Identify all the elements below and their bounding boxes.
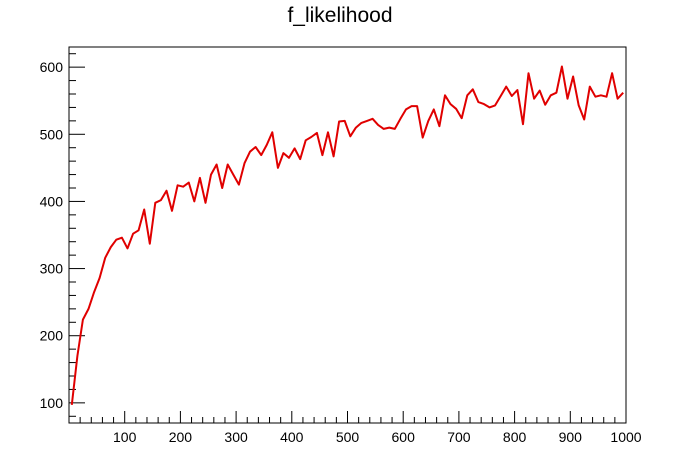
x-tick-label: 200 (169, 429, 193, 445)
x-tick-label: 300 (224, 429, 248, 445)
y-axis: 100 200 300 400 500 600 (40, 53, 85, 417)
x-tick-label: 700 (447, 429, 471, 445)
x-tick-label: 1000 (610, 429, 641, 445)
plot-frame (68, 46, 627, 424)
x-tick-label: 400 (280, 429, 304, 445)
y-tick-label: 300 (40, 261, 64, 277)
x-tick-label: 800 (503, 429, 527, 445)
y-tick-label: 600 (40, 59, 64, 75)
x-tick-label: 600 (392, 429, 416, 445)
x-tick-label: 100 (113, 429, 137, 445)
chart-title: f_likelihood (287, 4, 392, 27)
y-tick-label: 400 (40, 193, 64, 209)
y-tick-label: 200 (40, 328, 64, 344)
y-tick-label: 100 (40, 395, 64, 411)
likelihood-series-line (70, 65, 624, 406)
x-tick-label: 900 (559, 429, 583, 445)
x-axis: 100 200 300 400 500 600 700 800 900 1000 (79, 411, 642, 445)
y-tick-label: 500 (40, 126, 64, 142)
x-tick-label: 500 (336, 429, 360, 445)
